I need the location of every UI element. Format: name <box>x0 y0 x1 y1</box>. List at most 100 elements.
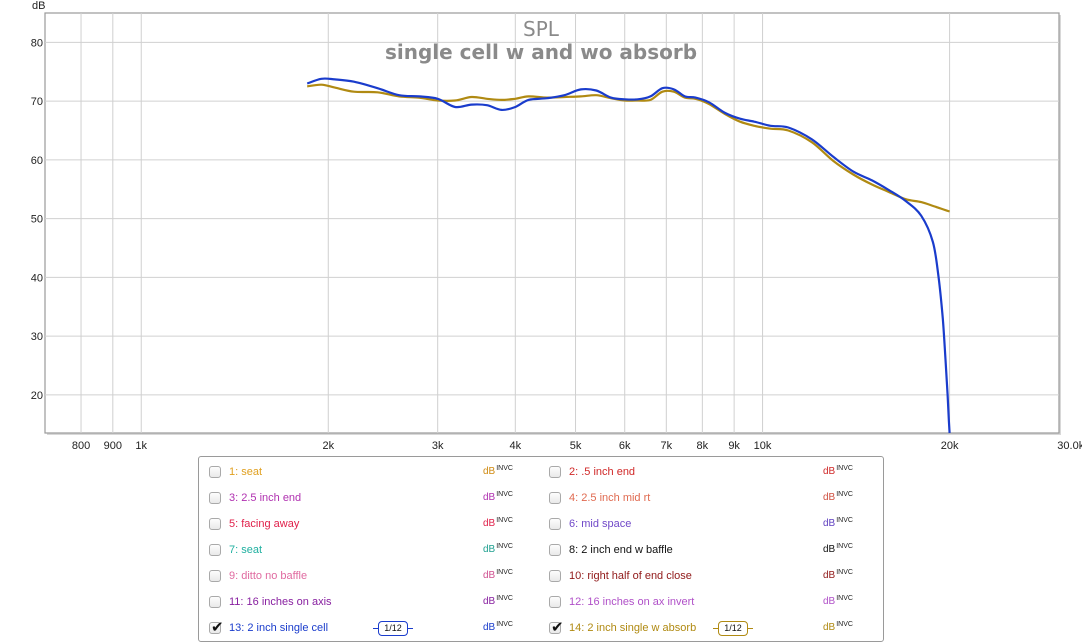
chart-title: SPL <box>523 17 560 41</box>
legend-checkbox[interactable]: ✔ <box>549 618 564 636</box>
db-invert-toggle[interactable]: dBINVC <box>823 595 853 607</box>
x-tick-label: 9k <box>728 440 740 452</box>
invert-label: INVC <box>496 517 513 524</box>
invert-label: INVC <box>836 517 853 524</box>
x-tick-label: 6k <box>619 440 631 452</box>
x-tick-label: 8k <box>697 440 709 452</box>
legend-item[interactable]: 11: 16 inches on axis <box>209 592 332 612</box>
legend-item[interactable]: 12: 16 inches on ax invert <box>549 592 694 612</box>
db-invert-toggle[interactable]: dBINVC <box>823 621 853 633</box>
legend-label: 10: right half of end close <box>569 570 692 582</box>
db-label: dB <box>483 570 496 581</box>
legend-item[interactable]: ✔ 14: 2 inch single w absorb <box>549 618 696 638</box>
invert-label: INVC <box>496 595 513 602</box>
legend-checkbox[interactable] <box>209 570 221 582</box>
invert-label: INVC <box>496 491 513 498</box>
checkmark-icon: ✔ <box>211 618 224 636</box>
x-tick-label: 1k <box>135 440 147 452</box>
db-invert-toggle[interactable]: dBINVC <box>483 595 513 607</box>
y-tick-label: 80 <box>31 37 43 49</box>
invert-label: INVC <box>836 491 853 498</box>
db-invert-toggle[interactable]: dBINVC <box>483 569 513 581</box>
smoothing-badge[interactable]: 1/12 <box>378 621 408 636</box>
db-label: dB <box>823 492 836 503</box>
db-invert-toggle[interactable]: dBINVC <box>823 465 853 477</box>
legend-item[interactable]: 3: 2.5 inch end <box>209 488 301 508</box>
legend-item[interactable]: 5: facing away <box>209 514 299 534</box>
legend-label: 12: 16 inches on ax invert <box>569 596 695 608</box>
legend-checkbox[interactable] <box>209 466 221 478</box>
x-tick-label: 4k <box>509 440 521 452</box>
db-label: dB <box>823 544 836 555</box>
legend-item[interactable]: 4: 2.5 inch mid rt <box>549 488 650 508</box>
legend-label: 9: ditto no baffle <box>229 570 308 582</box>
legend-checkbox[interactable] <box>209 492 221 504</box>
db-invert-toggle[interactable]: dBINVC <box>823 491 853 503</box>
legend-checkbox[interactable] <box>549 518 561 530</box>
invert-label: INVC <box>496 569 513 576</box>
db-label: dB <box>483 544 496 555</box>
legend-checkbox[interactable] <box>209 518 221 530</box>
legend-item[interactable]: 8: 2 inch end w baffle <box>549 540 673 560</box>
x-tick-label: 5k <box>570 440 582 452</box>
legend-checkbox[interactable] <box>549 492 561 504</box>
db-invert-toggle[interactable]: dBINVC <box>483 517 513 529</box>
invert-label: INVC <box>496 621 513 628</box>
db-invert-toggle[interactable]: dBINVC <box>823 543 853 555</box>
legend-label: 8: 2 inch end w baffle <box>569 544 673 556</box>
db-label: dB <box>483 492 496 503</box>
y-tick-label: 20 <box>31 390 43 402</box>
db-label: dB <box>483 622 496 633</box>
legend-item[interactable]: 10: right half of end close <box>549 566 692 586</box>
db-label: dB <box>823 570 836 581</box>
legend-item[interactable]: 6: mid space <box>549 514 631 534</box>
series-line-single-w-absorb <box>307 83 950 213</box>
legend-label: 7: seat <box>229 544 263 556</box>
y-axis-label: dB <box>32 0 45 12</box>
y-tick-label: 70 <box>31 96 43 108</box>
invert-label: INVC <box>836 621 853 628</box>
invert-label: INVC <box>836 543 853 550</box>
legend-label: 1: seat <box>229 466 263 478</box>
y-tick-label: 30 <box>31 331 43 343</box>
smoothing-badge[interactable]: 1/12 <box>718 621 748 636</box>
legend-label: 3: 2.5 inch end <box>229 492 302 504</box>
legend-item[interactable]: 1: seat <box>209 462 262 482</box>
x-tick-label: 10k <box>754 440 772 452</box>
db-label: dB <box>823 466 836 477</box>
series-line-single-cell <box>306 77 951 434</box>
invert-label: INVC <box>496 465 513 472</box>
db-label: dB <box>823 622 836 633</box>
legend-checkbox[interactable] <box>549 570 561 582</box>
invert-label: INVC <box>496 543 513 550</box>
legend-item[interactable]: 7: seat <box>209 540 262 560</box>
db-label: dB <box>823 518 836 529</box>
legend-item[interactable]: ✔ 13: 2 inch single cell <box>209 618 328 638</box>
spl-chart: 800 900 1k 2k 3k 4k 5k 6k 7k 8k 9k 10k 20k 30.0k Hz 20… <box>31 0 1082 452</box>
legend-checkbox[interactable] <box>549 544 561 556</box>
legend-checkbox[interactable] <box>549 596 561 608</box>
legend-checkbox[interactable] <box>209 596 221 608</box>
x-tick-label: 30.0k Hz <box>1057 440 1082 452</box>
legend-label: 11: 16 inches on axis <box>229 596 332 608</box>
legend-checkbox[interactable] <box>549 466 561 478</box>
db-invert-toggle[interactable]: dBINVC <box>483 491 513 503</box>
db-invert-toggle[interactable]: dBINVC <box>483 465 513 477</box>
legend-label: 13: 2 inch single cell <box>229 622 329 634</box>
db-invert-toggle[interactable]: dBINVC <box>823 517 853 529</box>
legend-item[interactable]: 2: .5 inch end <box>549 462 635 482</box>
chart-subtitle: single cell w and wo absorb <box>385 40 697 64</box>
legend-panel: 1: seat dBINVC 2: .5 inch end dBINVC 3: 2.5 … <box>198 456 884 642</box>
legend-checkbox[interactable]: ✔ <box>209 618 224 636</box>
legend-item[interactable]: 9: ditto no baffle <box>209 566 307 586</box>
legend-checkbox[interactable] <box>209 544 221 556</box>
db-invert-toggle[interactable]: dBINVC <box>483 543 513 555</box>
db-label: dB <box>483 466 496 477</box>
x-tick-label: 3k <box>432 440 444 452</box>
invert-label: INVC <box>836 595 853 602</box>
db-invert-toggle[interactable]: dBINVC <box>823 569 853 581</box>
db-label: dB <box>823 596 836 607</box>
plot-area <box>44 12 1060 434</box>
x-tick-label: 900 <box>104 440 122 452</box>
db-invert-toggle[interactable]: dBINVC <box>483 621 513 633</box>
